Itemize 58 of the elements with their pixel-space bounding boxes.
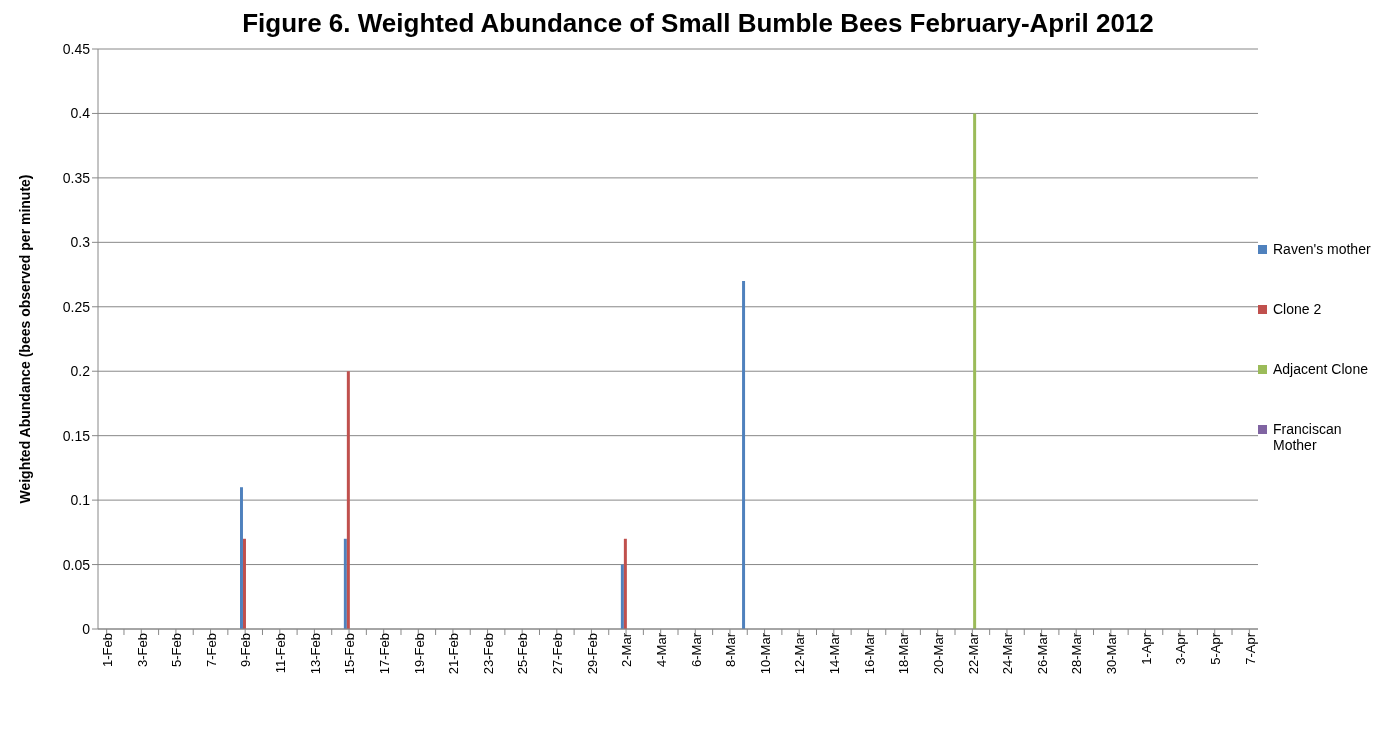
x-tick-label: 2-Mar (619, 632, 635, 667)
legend-label: Adjacent Clone (1273, 361, 1368, 377)
x-tick-label: 25-Feb (515, 633, 531, 675)
y-tick-label: 0.2 (70, 363, 91, 380)
y-tick-label: 0.15 (62, 427, 91, 444)
x-tick-label: 19-Feb (411, 633, 427, 675)
x-tick-label: 7-Feb (203, 633, 219, 667)
x-tick-label: 12-Mar (792, 632, 808, 675)
x-tick-label: 14-Mar (827, 632, 843, 675)
x-tick-label: 21-Feb (446, 633, 462, 675)
x-tick-label: 9-Feb (238, 633, 254, 667)
x-tick-label: 13-Feb (307, 633, 323, 675)
y-tick-label: 0.4 (70, 105, 91, 122)
bar (242, 538, 246, 629)
x-tick-label: 6-Mar (688, 632, 704, 667)
x-tick-label: 16-Mar (861, 632, 877, 675)
y-tick-label: 0.25 (62, 298, 91, 315)
x-tick-label: 5-Apr (1207, 632, 1223, 665)
y-tick-label: 0.45 (62, 40, 91, 57)
y-tick-label: 0 (82, 620, 91, 637)
legend-label: Raven's mother (1273, 241, 1371, 257)
x-tick-label: 7-Apr (1242, 632, 1258, 665)
x-tick-label: 10-Mar (757, 632, 773, 675)
x-tick-label: 15-Feb (342, 633, 358, 675)
legend-label: Franciscan Mother (1273, 421, 1343, 453)
x-tick-label: 17-Feb (376, 633, 392, 675)
x-tick-label: 3-Apr (1173, 632, 1189, 665)
y-axis-title: Weighted Abundance (bees observed per minute) (16, 174, 33, 504)
bar (742, 281, 746, 629)
bar (346, 371, 350, 629)
x-tick-label: 20-Mar (930, 632, 946, 675)
x-tick-label: 29-Feb (584, 633, 600, 675)
bar (623, 538, 627, 629)
x-tick-label: 3-Feb (134, 633, 150, 667)
bar (239, 487, 243, 629)
x-tick-label: 18-Mar (896, 632, 912, 675)
x-tick-label: 11-Feb (273, 633, 289, 674)
x-tick-label: 8-Mar (723, 632, 739, 667)
y-tick-label: 0.1 (70, 492, 91, 509)
chart-title: Figure 6. Weighted Abundance of Small Bumble Bees February-April 2012 (241, 8, 1155, 39)
bar (620, 564, 624, 629)
y-tick-label: 0.35 (62, 169, 91, 186)
x-tick-label: 1-Apr (1138, 632, 1154, 665)
x-tick-label: 27-Feb (550, 633, 566, 675)
y-tick-label: 0.3 (70, 234, 91, 251)
bar (973, 113, 977, 629)
x-tick-label: 26-Mar (1034, 632, 1050, 675)
x-tick-label: 28-Mar (1069, 632, 1085, 675)
x-tick-label: 23-Feb (480, 633, 496, 675)
x-tick-label: 5-Feb (169, 633, 185, 667)
x-tick-label: 22-Mar (965, 632, 981, 675)
legend-label: Clone 2 (1273, 301, 1322, 317)
x-tick-label: 4-Mar (653, 632, 669, 667)
x-tick-label: 30-Mar (1104, 632, 1120, 675)
bar (343, 538, 347, 629)
x-tick-label: 1-Feb (99, 633, 115, 667)
y-tick-label: 0.05 (62, 556, 91, 573)
x-tick-label: 24-Mar (1000, 632, 1016, 675)
